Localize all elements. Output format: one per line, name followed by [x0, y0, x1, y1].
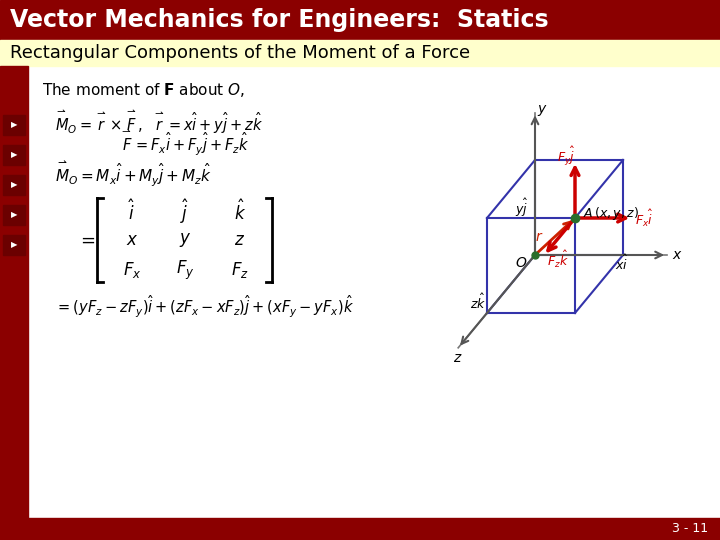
Text: $\hat{i}$: $\hat{i}$ [128, 200, 135, 224]
Bar [0, 66, 28, 518]
Text: $\hat{j}$: $\hat{j}$ [181, 198, 189, 226]
Bar [3, 145, 25, 165]
Text: $F_y\hat{j}$: $F_y\hat{j}$ [557, 145, 575, 167]
Text: ▶: ▶ [11, 120, 17, 130]
Text: $\overset{\rightharpoonup}{M}_O = M_x\hat{i} + M_y\hat{j} + M_z\hat{k}$: $\overset{\rightharpoonup}{M}_O = M_x\ha… [55, 159, 212, 189]
Text: $x\hat{i}$: $x\hat{i}$ [615, 253, 629, 273]
Text: $z\hat{k}$: $z\hat{k}$ [470, 293, 487, 312]
Text: z: z [453, 351, 461, 365]
Text: $\overset{\rightharpoonup}{M}_O = \overset{\rightharpoonup}{r} \times \overset{\: $\overset{\rightharpoonup}{M}_O = \overs… [55, 109, 264, 136]
Text: Vector Mechanics for Engineers:  Statics: Vector Mechanics for Engineers: Statics [10, 8, 549, 32]
Bar [0, 0, 720, 40]
Text: 3 - 11: 3 - 11 [672, 523, 708, 536]
Text: ▶: ▶ [11, 211, 17, 219]
Bar [0, 518, 720, 540]
Bar [3, 115, 25, 135]
Bar [0, 40, 720, 66]
Text: $F_x$: $F_x$ [122, 260, 141, 280]
Text: The moment of $\mathbf{F}$ about $\mathit{O}$,: The moment of $\mathbf{F}$ about $\mathi… [42, 81, 246, 99]
Text: Rectangular Components of the Moment of a Force: Rectangular Components of the Moment of … [10, 44, 470, 62]
Text: $=$: $=$ [77, 231, 96, 249]
Text: $= \left(yF_z - zF_y\right)\hat{i} + \left(zF_x - xF_z\right)\hat{j} + \left(xF_: $= \left(yF_z - zF_y\right)\hat{i} + \le… [55, 294, 354, 320]
Text: $\overset{\rightharpoonup}{F} = F_x\hat{i} + F_y\hat{j} + F_z\hat{k}$: $\overset{\rightharpoonup}{F} = F_x\hat{… [120, 129, 250, 158]
Bar [3, 205, 25, 225]
Text: r: r [536, 231, 541, 245]
Text: $x$: $x$ [126, 231, 138, 249]
Text: $\hat{k}$: $\hat{k}$ [234, 200, 246, 224]
Text: $F_z$: $F_z$ [231, 260, 249, 280]
Bar [3, 175, 25, 195]
Text: $y$: $y$ [179, 231, 192, 249]
Text: $A\,(x,y,z)$: $A\,(x,y,z)$ [583, 206, 639, 222]
Text: ▶: ▶ [11, 180, 17, 190]
Bar [3, 235, 25, 255]
Text: ▶: ▶ [11, 240, 17, 249]
Text: $F_x\hat{i}$: $F_x\hat{i}$ [635, 207, 654, 228]
Text: $y\hat{j}$: $y\hat{j}$ [515, 197, 528, 219]
Text: O: O [515, 256, 526, 270]
Text: y: y [537, 102, 545, 116]
Text: $F_y$: $F_y$ [176, 259, 194, 281]
Text: $F_z\hat{k}$: $F_z\hat{k}$ [546, 249, 569, 271]
Text: ▶: ▶ [11, 151, 17, 159]
Text: x: x [672, 248, 680, 262]
Text: $z$: $z$ [235, 231, 246, 249]
